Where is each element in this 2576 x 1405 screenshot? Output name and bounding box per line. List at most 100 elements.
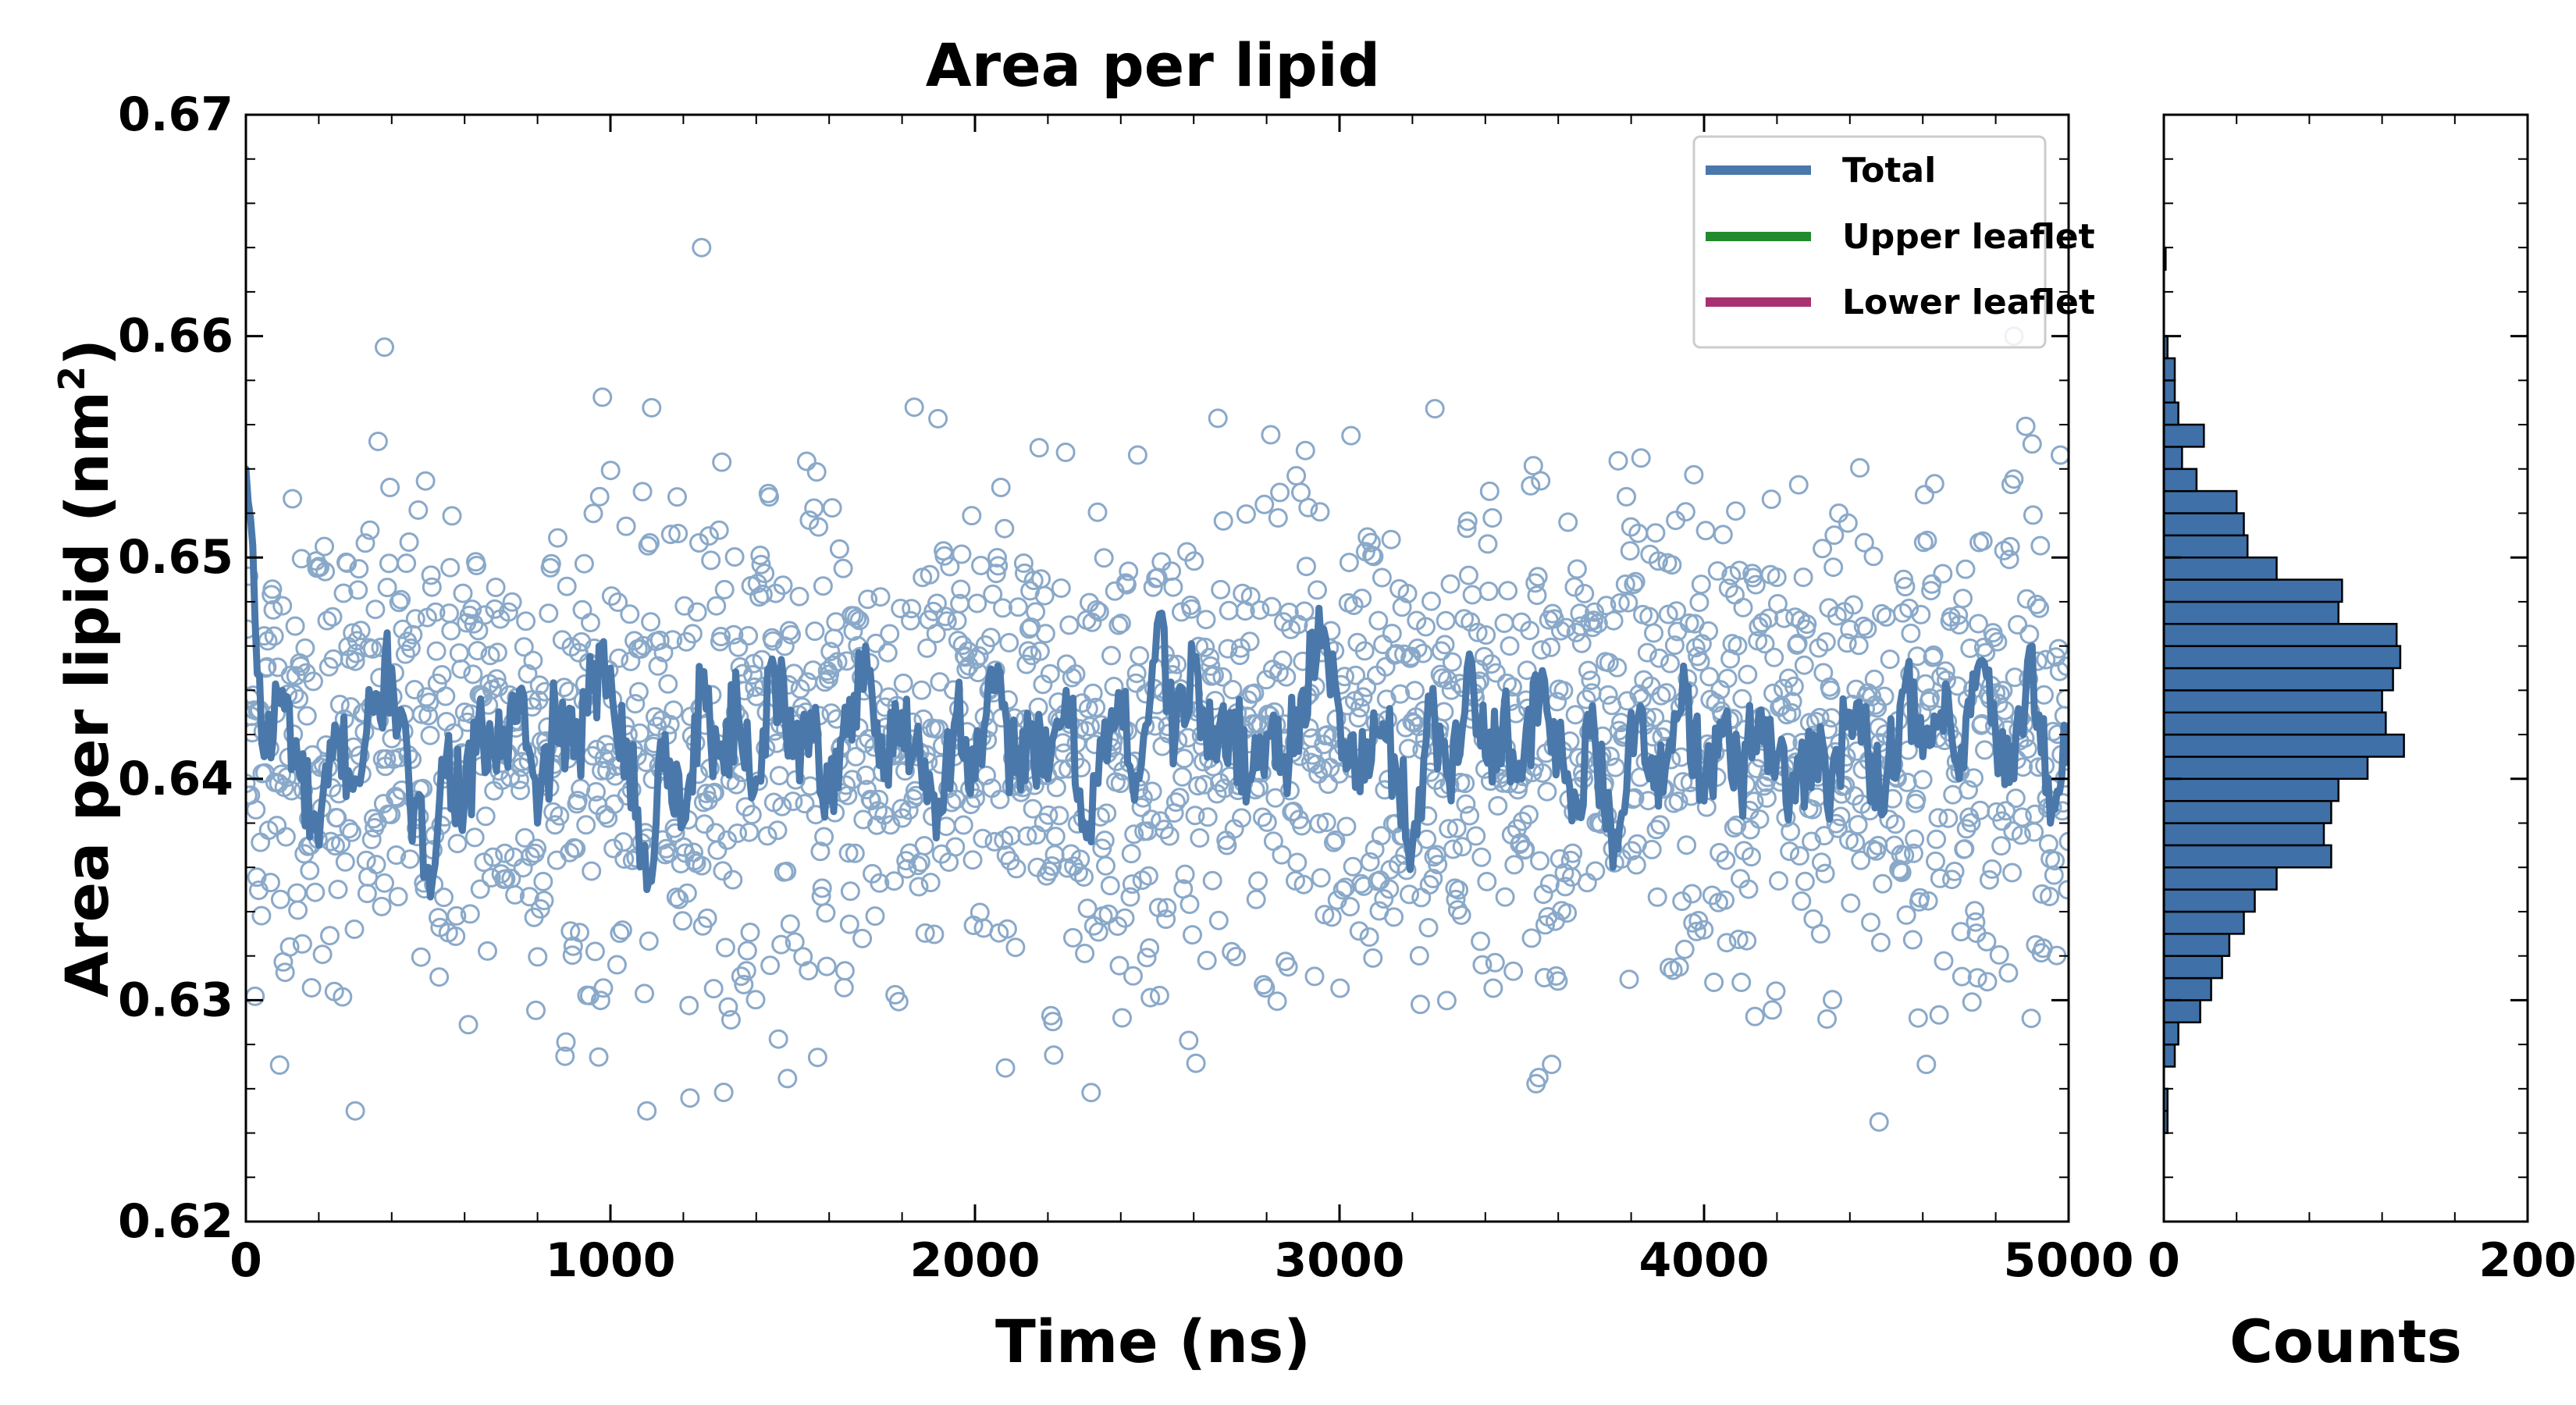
legend-label-total: Total xyxy=(1842,151,1936,190)
scatter-point xyxy=(1023,571,1044,590)
scatter-point xyxy=(1624,574,1644,595)
scatter-point xyxy=(315,561,336,582)
scatter-point xyxy=(1646,523,1666,543)
scatter-point xyxy=(1791,891,1812,911)
scatter-point xyxy=(559,681,578,702)
scatter-point xyxy=(1695,521,1716,541)
scatter-point xyxy=(590,991,610,1011)
scatter-point xyxy=(1917,530,1937,550)
scatter-point xyxy=(1504,855,1525,875)
scatter-point xyxy=(355,533,375,553)
scatter-point xyxy=(344,919,365,939)
scatter-point xyxy=(1156,909,1176,930)
scatter-point xyxy=(585,941,605,962)
scatter-point xyxy=(638,535,658,556)
scatter-point xyxy=(600,461,621,481)
scatter-point xyxy=(1727,635,1748,656)
scatter-point xyxy=(534,891,554,911)
scatter-point xyxy=(440,557,461,578)
scatter-point xyxy=(952,635,973,656)
scatter-point xyxy=(1523,456,1543,476)
scatter-point xyxy=(1159,826,1179,846)
scatter-point xyxy=(812,878,832,898)
scatter-point xyxy=(1222,680,1243,699)
scatter-point xyxy=(345,651,365,671)
scatter-point xyxy=(1291,482,1311,503)
scatter-point xyxy=(999,632,1019,653)
scatter-point xyxy=(728,637,749,657)
y-axis-label-close: ) xyxy=(52,339,122,366)
scatter-point xyxy=(1059,615,1080,635)
scatter-point xyxy=(642,397,662,418)
scatter-point xyxy=(1261,596,1282,617)
scatter-point xyxy=(695,814,714,834)
scatter-point xyxy=(1149,985,1169,1005)
scatter-point xyxy=(1794,655,1814,675)
scatter-point xyxy=(718,997,738,1017)
scatter-point xyxy=(1910,887,1930,908)
scatter-point xyxy=(286,883,307,903)
scatter-point xyxy=(386,787,406,807)
scatter-point xyxy=(1880,649,1900,670)
scatter-point xyxy=(434,887,454,908)
scatter-point xyxy=(673,911,692,931)
scatter-point xyxy=(1716,850,1736,870)
scatter-point xyxy=(1293,874,1314,895)
scatter-point xyxy=(572,599,592,620)
scatter-point xyxy=(704,782,724,802)
scatter-point xyxy=(1565,705,1585,725)
histogram-bar xyxy=(2162,578,2343,603)
scatter-point xyxy=(1923,645,1944,665)
scatter-point xyxy=(2057,656,2069,677)
histogram-bar xyxy=(2162,689,2383,714)
scatter-point xyxy=(810,841,831,862)
scatter-point xyxy=(1857,619,1877,639)
scatter-point xyxy=(1926,851,1945,871)
scatter-point xyxy=(1329,763,1349,784)
scatter-point xyxy=(607,955,627,975)
scatter-point xyxy=(349,559,369,579)
scatter-point xyxy=(1140,938,1160,958)
scatter-point xyxy=(1984,628,2004,648)
scatter-point xyxy=(750,546,770,565)
scatter-point xyxy=(310,557,330,578)
scatter-point xyxy=(1163,577,1183,597)
scatter-point xyxy=(947,610,967,631)
scatter-point xyxy=(1918,891,1938,911)
hist-x-tick-label: 0 xyxy=(2147,1233,2180,1288)
scatter-point xyxy=(1044,845,1065,865)
scatter-point xyxy=(677,883,697,903)
histogram-bar xyxy=(2162,1043,2176,1068)
scatter-point xyxy=(924,924,945,944)
scatter-point xyxy=(1456,794,1476,814)
scatter-point xyxy=(1494,614,1514,633)
scatter-point xyxy=(1742,847,1761,867)
scatter-point xyxy=(687,602,707,622)
scatter-point xyxy=(1087,502,1108,522)
legend-box xyxy=(1692,135,2047,349)
scatter-point xyxy=(368,432,388,451)
hist-x-tick-label: 200 xyxy=(2478,1233,2576,1288)
scatter-point xyxy=(1045,827,1066,847)
scatter-point xyxy=(1055,443,1076,462)
scatter-point xyxy=(1386,644,1407,663)
scatter-point xyxy=(2026,594,2047,614)
scatter-point xyxy=(1527,585,1547,606)
scatter-point xyxy=(1126,673,1146,693)
scatter-point xyxy=(1446,818,1467,838)
scatter-point xyxy=(742,805,762,825)
scatter-point xyxy=(696,784,717,803)
scatter-point xyxy=(1485,663,1506,683)
scatter-point xyxy=(1185,806,1205,826)
scatter-point xyxy=(726,774,746,795)
scatter-point xyxy=(496,869,516,889)
scatter-point xyxy=(747,574,767,593)
scatter-point xyxy=(1689,592,1710,613)
scatter-point xyxy=(1087,600,1107,620)
scatter-point xyxy=(1967,968,1987,988)
scatter-point xyxy=(582,861,602,881)
scatter-point xyxy=(350,621,371,641)
scatter-point xyxy=(1677,835,1697,855)
scatter-point xyxy=(467,556,486,575)
scatter-point xyxy=(1411,994,1430,1015)
